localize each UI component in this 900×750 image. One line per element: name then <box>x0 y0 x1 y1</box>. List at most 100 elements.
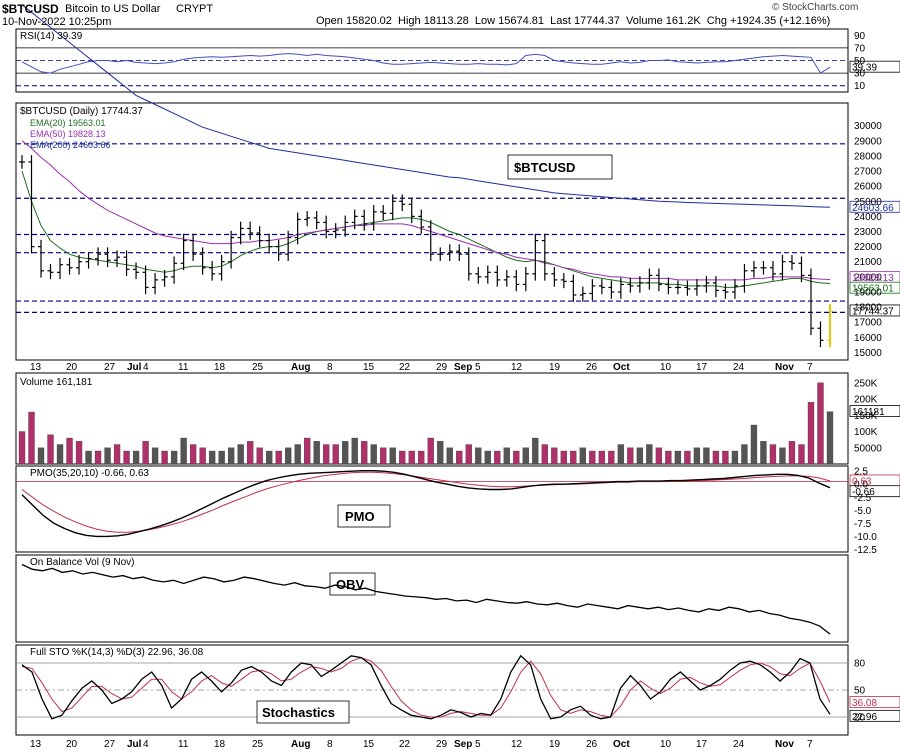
volume-bar <box>66 437 73 465</box>
chg-label: Chg <box>706 15 727 27</box>
price-y-tick: 28000 <box>854 151 882 162</box>
x-tick-bottom: 29 <box>436 739 448 750</box>
sto-title: Full STO %K(14,3) %D(3) 22.96, 36.08 <box>30 647 204 658</box>
volume-bar <box>513 450 520 465</box>
last-label: Last <box>550 15 571 27</box>
volume-bar <box>494 450 501 465</box>
volume-bar <box>826 411 834 465</box>
x-tick-bottom: 11 <box>178 739 189 750</box>
volume-title: Volume 161,181 <box>20 377 93 388</box>
sto-k-label: 22.96 <box>852 712 877 723</box>
rsi-last-label: 39.39 <box>852 63 877 74</box>
price-y-tick: 24000 <box>854 212 882 223</box>
volume-bar <box>627 447 634 465</box>
volume-bar <box>589 450 596 465</box>
volume-bar <box>104 447 111 465</box>
ema-line-2 <box>21 4 831 208</box>
instrument-name: Bitcoin to US Dollar <box>65 3 161 15</box>
volume-bar <box>750 424 758 465</box>
price-y-tick: 16000 <box>854 333 882 344</box>
volume-bar <box>189 444 197 465</box>
volume-bar <box>408 450 415 465</box>
volume-bar <box>541 444 548 465</box>
x-tick-bottom: 26 <box>586 739 598 750</box>
volume-bar <box>47 434 54 465</box>
pmo-annotation: PMO <box>345 509 375 524</box>
x-tick-bottom: 27 <box>104 739 116 750</box>
timestamp: 10-Nov-2022 10:25pm <box>2 16 112 28</box>
volume-bar <box>760 441 767 465</box>
panel-frames <box>15 28 849 736</box>
sto-k-line <box>21 654 831 720</box>
volume-bar <box>703 447 710 465</box>
volume-bar <box>199 447 206 465</box>
volume-bar <box>655 447 663 465</box>
volume-bar <box>817 382 824 465</box>
x-tick-top: 25 <box>252 362 264 373</box>
x-tick-top: 29 <box>436 362 448 373</box>
volume-y-tick: 50000 <box>854 443 882 454</box>
volume-bar <box>256 447 263 465</box>
volume-bar <box>94 450 102 465</box>
volume-bar <box>798 444 805 465</box>
volume-bar <box>246 441 254 465</box>
x-tick-bottom: Nov <box>775 739 794 750</box>
volume-bar <box>560 450 567 465</box>
volume-last-label: 161181 <box>852 407 885 418</box>
x-tick-top: 24 <box>733 362 745 373</box>
x-tick-top: Jul <box>127 362 142 373</box>
volume-last-label-box <box>849 405 900 418</box>
last-price-label-box <box>849 304 900 317</box>
volume-bar <box>532 437 539 465</box>
volume-bar <box>617 444 625 465</box>
volume-bar <box>551 447 558 465</box>
rsi-line <box>21 53 831 74</box>
volume-bar <box>266 450 273 465</box>
volume-bar <box>446 447 453 465</box>
pmo-y-tick: 2.5 <box>854 467 868 478</box>
pmo-annotation-box <box>337 504 391 528</box>
obv-line <box>21 563 831 635</box>
volume-bar <box>380 447 387 465</box>
ema20-right-label: 19563.01 <box>852 284 894 295</box>
sto-y-tick: 80 <box>854 659 866 670</box>
ema200-right-label: 24603.66 <box>852 203 894 214</box>
obv-annotation-box <box>329 572 376 596</box>
volume-bar <box>370 444 377 465</box>
x-tick-bottom: Aug <box>291 739 310 750</box>
volume-bar <box>646 444 653 465</box>
volume-bar <box>323 444 330 465</box>
volume-bar <box>418 450 425 465</box>
x-tick-bottom: 10 <box>660 739 672 750</box>
volume-bar <box>684 450 691 465</box>
low-label: Low <box>474 15 496 27</box>
volume-bar <box>18 431 26 465</box>
ema200-right-label-box <box>849 200 900 213</box>
rsi-y-tick: 50 <box>854 56 866 67</box>
volume-bar <box>788 441 796 465</box>
pmo-value-label: -0.66 <box>852 487 875 498</box>
rsi-last-label-box <box>849 60 900 73</box>
volume-bar <box>275 450 282 465</box>
chart-marks <box>18 4 834 720</box>
x-tick-bottom: 5 <box>475 739 481 750</box>
x-tick-top: 8 <box>327 362 333 373</box>
volume-bar <box>75 441 83 465</box>
volume-bar <box>484 450 491 465</box>
last-value: 17744.37 <box>574 15 620 27</box>
x-tick-bottom: 19 <box>549 739 561 750</box>
volume-bar <box>456 450 463 465</box>
ema-legend-0: EMA(20) 19563.01 <box>30 118 106 128</box>
pmo-value-label-box <box>849 485 900 498</box>
x-tick-top: Nov <box>775 362 794 373</box>
volume-bar <box>285 447 292 465</box>
volume-bar <box>361 441 368 465</box>
x-tick-top: 4 <box>143 362 149 373</box>
volume-bar <box>608 450 615 465</box>
price-y-tick: 18000 <box>854 303 882 314</box>
price-y-tick: 20000 <box>854 272 882 283</box>
volume-bar <box>741 444 748 465</box>
x-tick-bottom: 24 <box>733 739 745 750</box>
